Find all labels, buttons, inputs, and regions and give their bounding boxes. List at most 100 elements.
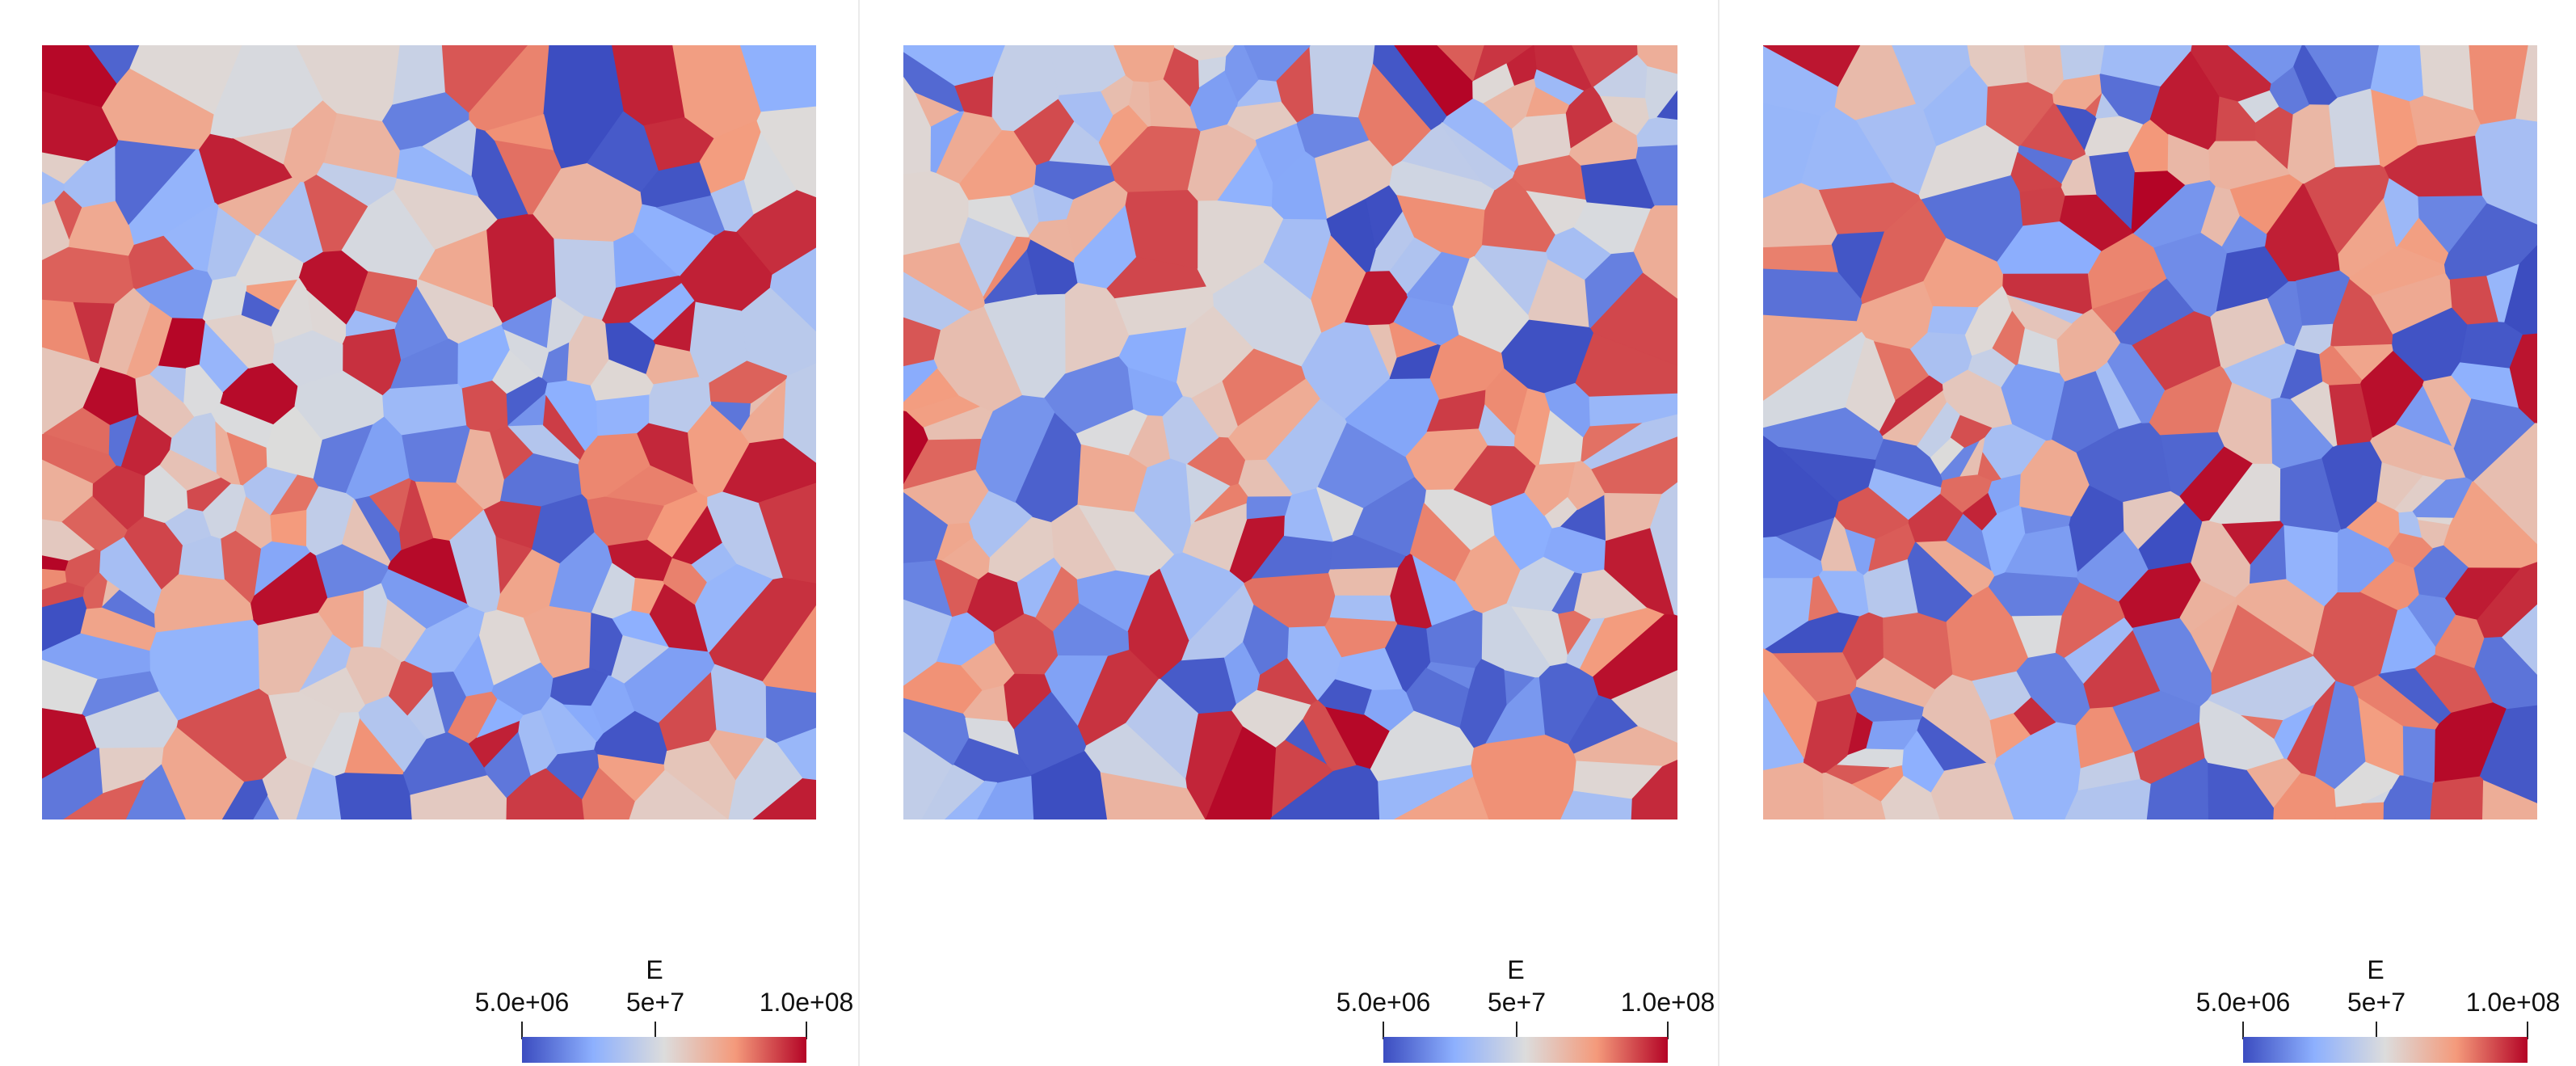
grain-cell xyxy=(959,217,1017,297)
grain-cell xyxy=(2319,345,2363,386)
grain-cell xyxy=(1478,403,1516,447)
grain-cell xyxy=(456,429,504,510)
grain-cell xyxy=(2249,525,2287,584)
tick-mark xyxy=(1516,1022,1517,1039)
grain-cell xyxy=(1352,477,1426,557)
grain-cell xyxy=(2360,350,2425,438)
grain-cell xyxy=(305,486,355,556)
grain-cell xyxy=(611,635,670,684)
grain-cell xyxy=(1506,557,1575,612)
grain-cell xyxy=(1916,402,1961,458)
colorbar: E 5.0e+06 5e+7 1.0e+08 xyxy=(2190,954,2561,1066)
grain-cell xyxy=(2055,582,2125,658)
grain-cell xyxy=(2264,183,2340,282)
grain-cell xyxy=(769,247,816,332)
grain-cell xyxy=(1409,502,1471,582)
grain-cell xyxy=(1868,468,1942,520)
grain-cell xyxy=(975,394,1055,504)
grain-cell xyxy=(1763,762,1825,820)
panel-divider xyxy=(858,0,860,1066)
colorbar: E 5.0e+06 5e+7 1.0e+08 xyxy=(1330,954,1715,1066)
grain-cell xyxy=(612,610,670,648)
grain-cell xyxy=(241,291,280,327)
grain-cell xyxy=(179,535,225,580)
grain-cell xyxy=(1866,719,1921,750)
grain-cell xyxy=(1921,175,2023,262)
grain-cell xyxy=(1831,231,1884,299)
grain-cell xyxy=(2123,491,2185,550)
grain-cell xyxy=(953,737,1033,783)
grain-cell xyxy=(1471,735,1576,820)
grain-cell xyxy=(2075,706,2134,769)
grain-cell xyxy=(2443,202,2537,280)
grain-cell xyxy=(42,91,119,162)
grain-cell xyxy=(396,145,479,196)
grain-cell xyxy=(1271,150,1328,220)
colorbar-tick-mid: 5e+7 xyxy=(2347,988,2406,1017)
grain-cell xyxy=(102,579,120,607)
grain-cell xyxy=(655,195,725,236)
grain-cell xyxy=(1834,45,1917,120)
grain-cell xyxy=(1440,121,1515,191)
grain-cell xyxy=(2095,93,2119,119)
grain-cell xyxy=(2305,45,2380,98)
grain-cell xyxy=(549,531,612,613)
grain-cell xyxy=(2167,133,2211,185)
grain-cell xyxy=(125,764,186,820)
grain-cell xyxy=(1822,772,1886,820)
grain-cell xyxy=(562,704,604,743)
grain-cell xyxy=(2092,288,2153,334)
grain-cell xyxy=(258,181,323,263)
grain-cell xyxy=(2211,604,2313,695)
grain-cell xyxy=(1763,436,1839,538)
grain-cell xyxy=(1566,617,1606,670)
grain-cell xyxy=(1181,584,1254,661)
grain-cell xyxy=(42,659,98,714)
grain-cell xyxy=(623,647,715,723)
grain-cell xyxy=(1558,610,1591,655)
voronoi-mesh-3 xyxy=(1763,45,2537,820)
grain-cell xyxy=(354,271,418,323)
tick-mark xyxy=(521,1022,523,1039)
grain-cell xyxy=(42,171,65,205)
grain-cell xyxy=(381,569,469,629)
panel-3: E 5.0e+06 5e+7 1.0e+08 xyxy=(1719,0,2576,1066)
colorbar-title: E xyxy=(646,955,663,984)
grain-cell xyxy=(2227,45,2302,84)
grain-cell xyxy=(1635,145,1677,206)
grain-cell xyxy=(42,45,117,108)
grain-cell xyxy=(903,411,928,484)
grain-cell xyxy=(389,338,458,389)
grain-cell xyxy=(468,720,520,768)
grain-cell xyxy=(903,171,969,255)
grain-cell xyxy=(1988,572,2081,617)
grain-cell xyxy=(461,380,508,433)
grain-cell xyxy=(210,45,323,139)
grain-cell xyxy=(476,698,524,739)
grain-cell xyxy=(1389,344,1441,380)
colorbar-tick-max: 1.0e+08 xyxy=(759,988,854,1017)
grain-cell xyxy=(2006,294,2073,340)
grain-cell xyxy=(699,120,761,194)
colorbar: E 5.0e+06 5e+7 1.0e+08 xyxy=(469,954,853,1066)
grain-cell xyxy=(1265,398,1347,495)
grain-cell xyxy=(1255,123,1306,183)
tick-mark xyxy=(2527,1022,2528,1039)
grain-cell xyxy=(2084,116,2144,157)
grain-cell xyxy=(65,549,101,588)
panel-divider xyxy=(1718,0,1719,1066)
grain-cell xyxy=(2430,775,2484,820)
tick-mark xyxy=(2376,1022,2377,1039)
grain-cell xyxy=(1524,461,1576,516)
grain-cell xyxy=(587,496,664,546)
grain-cell xyxy=(590,359,654,401)
grain-cell xyxy=(1472,63,1514,103)
grain-cell xyxy=(2018,186,2066,227)
grain-cell xyxy=(270,509,308,547)
grain-cell xyxy=(1763,578,1813,650)
grain-cell xyxy=(272,330,343,386)
colorbar-tick-mid: 5e+7 xyxy=(625,988,685,1017)
grain-cell xyxy=(1855,657,1936,708)
grain-cell xyxy=(1820,516,1858,571)
grain-cell xyxy=(1173,45,1235,61)
